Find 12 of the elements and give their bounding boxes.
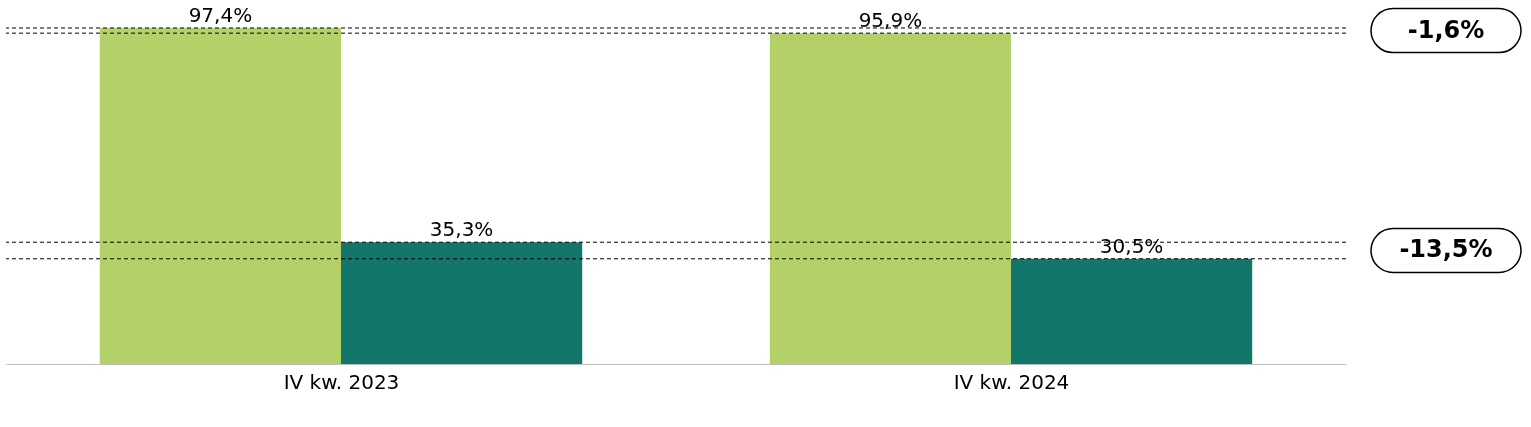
data-label: 35,3% bbox=[429, 217, 494, 242]
bar bbox=[99, 27, 341, 364]
x-tick-label: IV kw. 2023 bbox=[283, 369, 400, 394]
data-label: 30,5% bbox=[1099, 233, 1164, 258]
text: -13,5% bbox=[1399, 235, 1493, 264]
x-tick-label: IV kw. 2024 bbox=[953, 369, 1070, 394]
bar bbox=[341, 242, 583, 364]
data-label: 97,4% bbox=[188, 2, 253, 27]
bar bbox=[769, 33, 1011, 364]
data-label: 95,9% bbox=[858, 8, 923, 33]
text: -1,6% bbox=[1407, 15, 1485, 44]
bar bbox=[1011, 258, 1253, 364]
